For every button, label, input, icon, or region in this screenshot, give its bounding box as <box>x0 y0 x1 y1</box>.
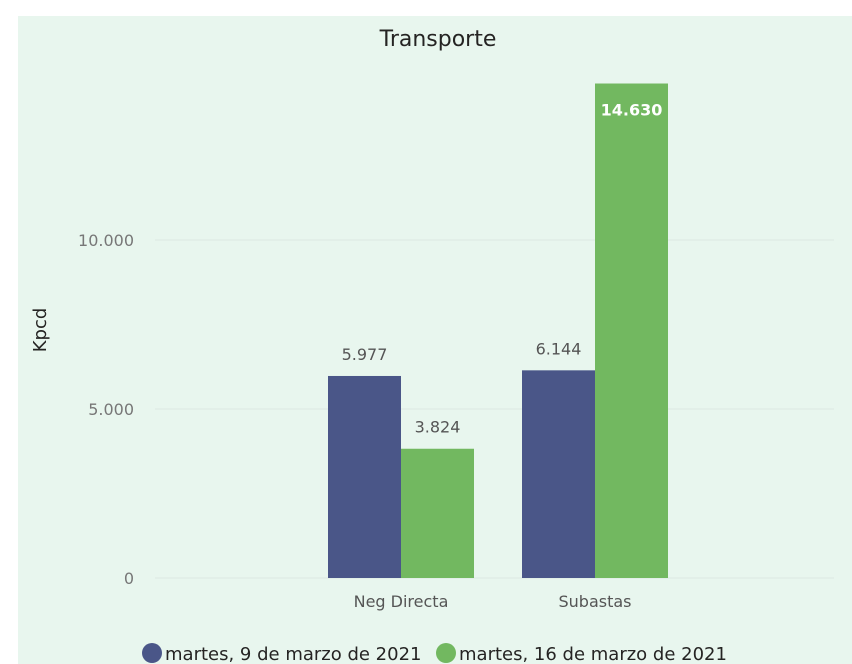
data-label-layer: 5.977 3.824 6.144 14.630 <box>342 101 663 437</box>
y-tick-label: 5.000 <box>88 400 134 419</box>
y-tick-label: 10.000 <box>78 231 134 250</box>
data-label: 3.824 <box>415 418 461 437</box>
bar-2-2[interactable] <box>595 83 668 579</box>
bar-1-2[interactable] <box>522 370 595 578</box>
x-tick-layer: Neg Directa Subastas <box>354 592 632 611</box>
data-label: 5.977 <box>342 345 388 364</box>
bar-2-1[interactable] <box>401 448 474 578</box>
legend-marker-series-2 <box>436 643 456 663</box>
legend-marker-series-1 <box>142 643 162 663</box>
data-label: 14.630 <box>601 101 663 120</box>
legend-item-series-2[interactable]: martes, 16 de marzo de 2021 <box>436 643 727 664</box>
legend: martes, 9 de marzo de 2021 martes, 16 de… <box>142 643 727 664</box>
x-tick-label: Subastas <box>558 592 631 611</box>
legend-label-series-2: martes, 16 de marzo de 2021 <box>459 644 727 664</box>
bar-layer <box>328 83 668 579</box>
chart-title: Transporte <box>379 27 497 52</box>
y-tick-layer: 0 5.000 10.000 <box>78 231 134 588</box>
x-tick-label: Neg Directa <box>354 592 449 611</box>
grid-layer <box>155 239 834 579</box>
legend-item-series-1[interactable]: martes, 9 de marzo de 2021 <box>142 643 422 664</box>
y-tick-label: 0 <box>124 569 134 588</box>
bar-1-1[interactable] <box>328 375 401 578</box>
legend-label-series-1: martes, 9 de marzo de 2021 <box>165 644 422 664</box>
y-axis-label: Kpcd <box>30 308 51 353</box>
data-label: 6.144 <box>536 339 582 358</box>
